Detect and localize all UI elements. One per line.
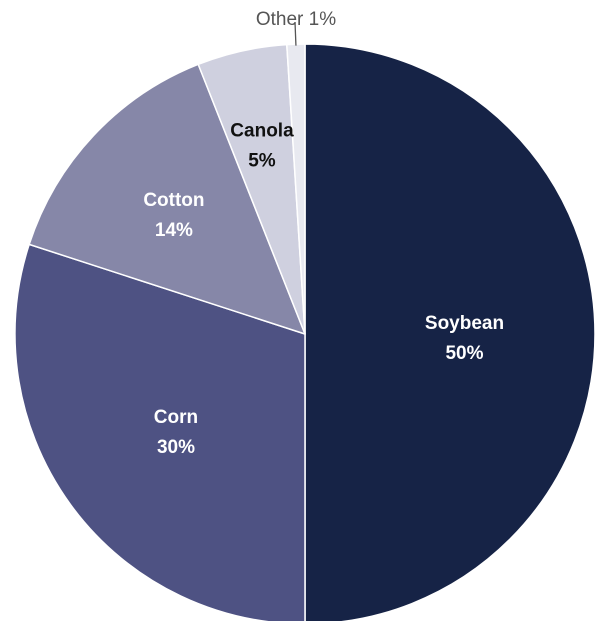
slice-label-soybean: Soybean 50%	[425, 313, 504, 364]
slice-name-corn: Corn	[154, 407, 198, 428]
slice-value-cotton: 14%	[155, 220, 193, 241]
pie-labels: Soybean 50% Corn 30% Cotton 14% Canola 5% Other …	[143, 9, 504, 458]
slice-name-soybean: Soybean	[425, 313, 504, 334]
slice-label-corn: Corn 30%	[154, 407, 198, 458]
slice-value-soybean: 50%	[445, 343, 483, 364]
slice-soybean	[304, 43, 596, 621]
outside-label-other: Other 1%	[256, 9, 336, 30]
pie-slices	[14, 43, 596, 621]
slice-cotton	[28, 63, 306, 335]
slice-name-canola: Canola	[230, 121, 294, 142]
slice-value-canola: 5%	[248, 151, 276, 172]
slice-corn	[14, 243, 306, 621]
leader-line-other	[294, 22, 297, 46]
slice-name-cotton: Cotton	[143, 190, 204, 211]
slice-label-cotton: Cotton 14%	[143, 190, 204, 241]
slice-value-corn: 30%	[157, 437, 195, 458]
slice-label-canola: Canola 5%	[230, 121, 294, 172]
